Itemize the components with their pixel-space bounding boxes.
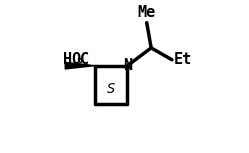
Text: HO: HO <box>63 52 81 67</box>
Text: C: C <box>80 52 89 67</box>
Text: S: S <box>107 82 115 96</box>
Text: Et: Et <box>173 52 192 67</box>
Polygon shape <box>65 62 95 69</box>
Text: N: N <box>123 58 132 73</box>
Text: Me: Me <box>138 5 156 20</box>
Text: 2: 2 <box>76 58 83 68</box>
